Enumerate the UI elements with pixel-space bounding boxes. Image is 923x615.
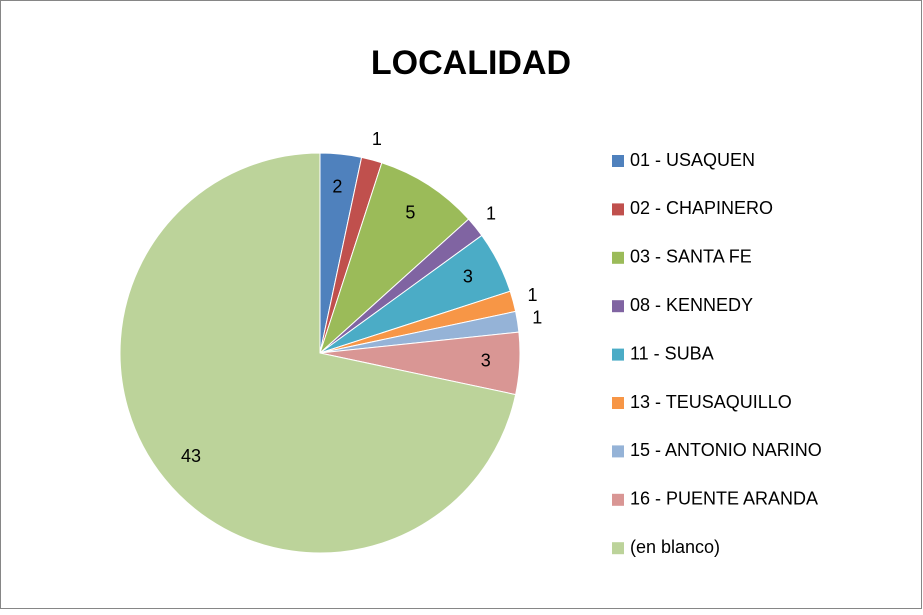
data-label: 3 bbox=[481, 350, 491, 370]
legend-swatch bbox=[612, 542, 624, 555]
legend-label: 08 - KENNEDY bbox=[630, 295, 753, 315]
legend-swatch bbox=[612, 348, 624, 361]
data-label: 1 bbox=[486, 203, 496, 223]
data-label: 2 bbox=[332, 177, 342, 197]
chart-title: LOCALIDAD bbox=[371, 44, 571, 82]
legend-label: 03 - SANTA FE bbox=[630, 247, 752, 267]
data-label: 3 bbox=[463, 266, 473, 286]
legend-label: (en blanco) bbox=[630, 537, 720, 557]
legend-swatch bbox=[612, 155, 624, 167]
data-label: 1 bbox=[527, 285, 537, 305]
data-label: 1 bbox=[372, 129, 382, 149]
legend-swatch bbox=[612, 493, 624, 506]
data-label: 1 bbox=[532, 307, 542, 327]
legend-swatch bbox=[612, 251, 624, 264]
legend-label: 16 - PUENTE ARANDA bbox=[630, 489, 818, 509]
data-label: 5 bbox=[405, 203, 415, 223]
legend-swatch bbox=[612, 445, 624, 458]
legend-label: 11 - SUBA bbox=[630, 343, 714, 363]
legend-label: 13 - TEUSAQUILLO bbox=[630, 392, 792, 412]
legend-label: 15 - ANTONIO NARINO bbox=[630, 440, 822, 460]
legend-label: 01 - USAQUEN bbox=[630, 150, 755, 170]
legend-swatch bbox=[612, 203, 624, 216]
legend-swatch bbox=[612, 300, 624, 313]
legend-swatch bbox=[612, 397, 624, 409]
legend-label: 02 - CHAPINERO bbox=[630, 198, 773, 218]
pie-slice bbox=[119, 152, 517, 554]
pie-slice bbox=[318, 162, 470, 355]
data-label: 43 bbox=[181, 446, 201, 466]
